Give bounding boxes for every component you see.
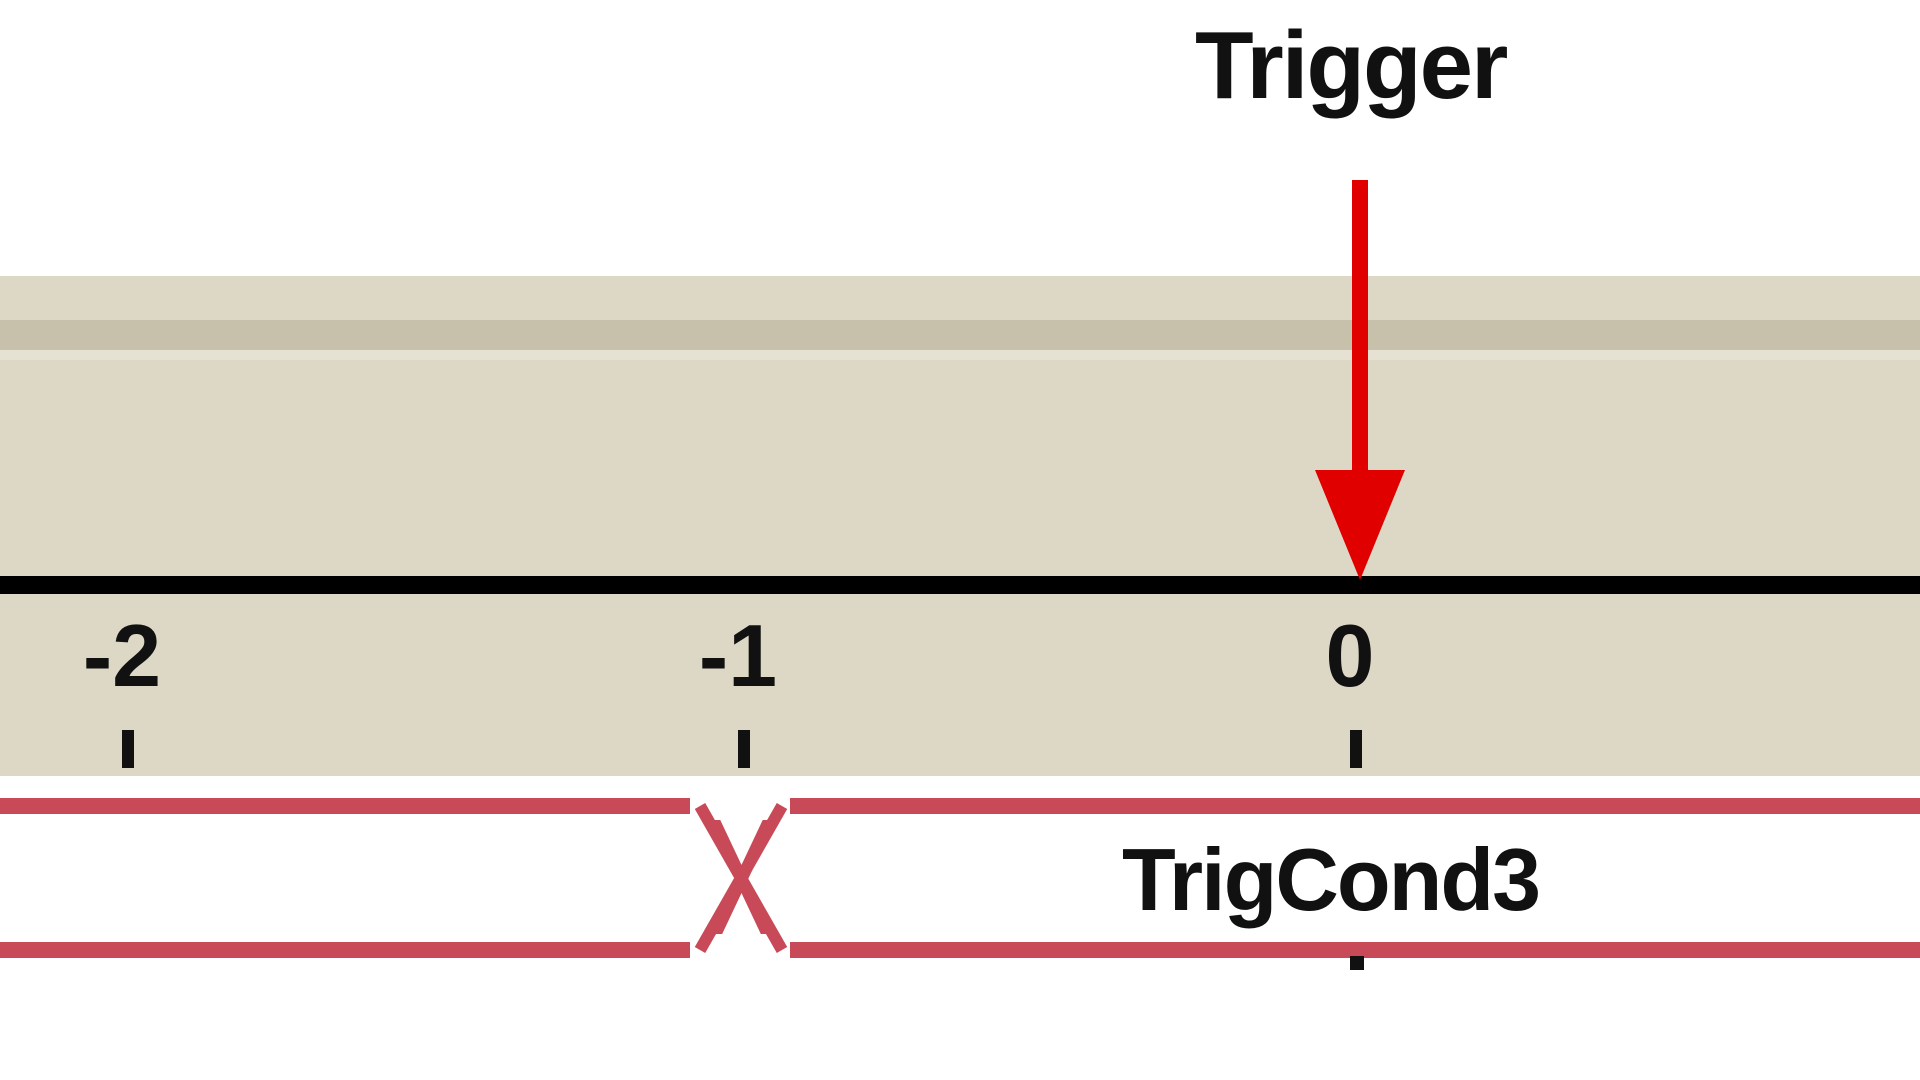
tick-label-minus-1: -1 (698, 606, 778, 705)
signal-value-label: TrigCond3 (1122, 830, 1541, 929)
ruler-top-stripe (0, 320, 1920, 350)
tick-label-0: 0 (1325, 606, 1375, 705)
trigger-label: Trigger (1195, 12, 1508, 119)
tick-mark-minus-1 (738, 730, 750, 768)
signal-bus-top-line (0, 798, 1920, 814)
x-transition-redraw (694, 803, 788, 953)
timeline-axis-line (0, 576, 1920, 594)
trigger-arrow-icon[interactable] (1315, 180, 1405, 580)
tick-mark-minus-2 (122, 730, 134, 768)
signal-bus-bottom-line (0, 942, 1920, 958)
tick-label-minus-2: -2 (82, 606, 162, 705)
tick-mark-0 (1350, 730, 1362, 768)
ruler-highlight (0, 350, 1920, 360)
signal-track[interactable] (0, 776, 1920, 1080)
cursor-dot (1350, 956, 1364, 970)
